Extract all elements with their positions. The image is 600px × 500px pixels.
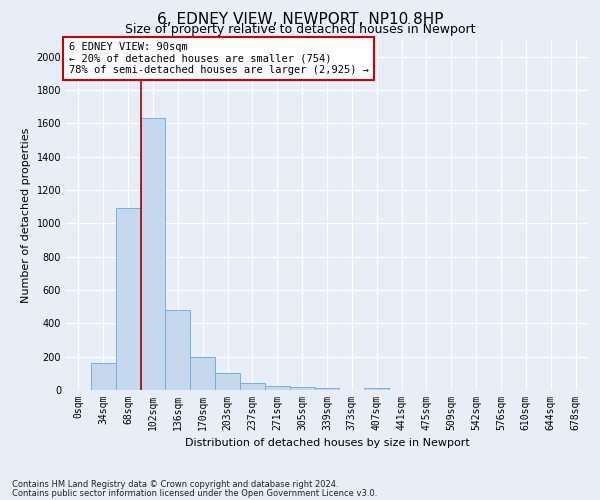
Text: 6 EDNEY VIEW: 90sqm
← 20% of detached houses are smaller (754)
78% of semi-detac: 6 EDNEY VIEW: 90sqm ← 20% of detached ho… xyxy=(68,42,368,75)
Bar xyxy=(314,388,340,390)
Bar xyxy=(140,118,166,390)
Bar xyxy=(290,386,314,390)
Bar xyxy=(190,356,215,390)
Y-axis label: Number of detached properties: Number of detached properties xyxy=(21,128,31,302)
Text: Size of property relative to detached houses in Newport: Size of property relative to detached ho… xyxy=(125,22,475,36)
Bar xyxy=(364,388,389,390)
Text: Contains HM Land Registry data © Crown copyright and database right 2024.: Contains HM Land Registry data © Crown c… xyxy=(12,480,338,489)
Text: 6, EDNEY VIEW, NEWPORT, NP10 8HP: 6, EDNEY VIEW, NEWPORT, NP10 8HP xyxy=(157,12,443,28)
Bar xyxy=(240,382,265,390)
Bar xyxy=(215,374,240,390)
X-axis label: Distribution of detached houses by size in Newport: Distribution of detached houses by size … xyxy=(185,438,469,448)
Bar xyxy=(91,362,116,390)
Bar xyxy=(166,310,190,390)
Bar xyxy=(116,208,140,390)
Bar xyxy=(265,386,290,390)
Text: Contains public sector information licensed under the Open Government Licence v3: Contains public sector information licen… xyxy=(12,488,377,498)
